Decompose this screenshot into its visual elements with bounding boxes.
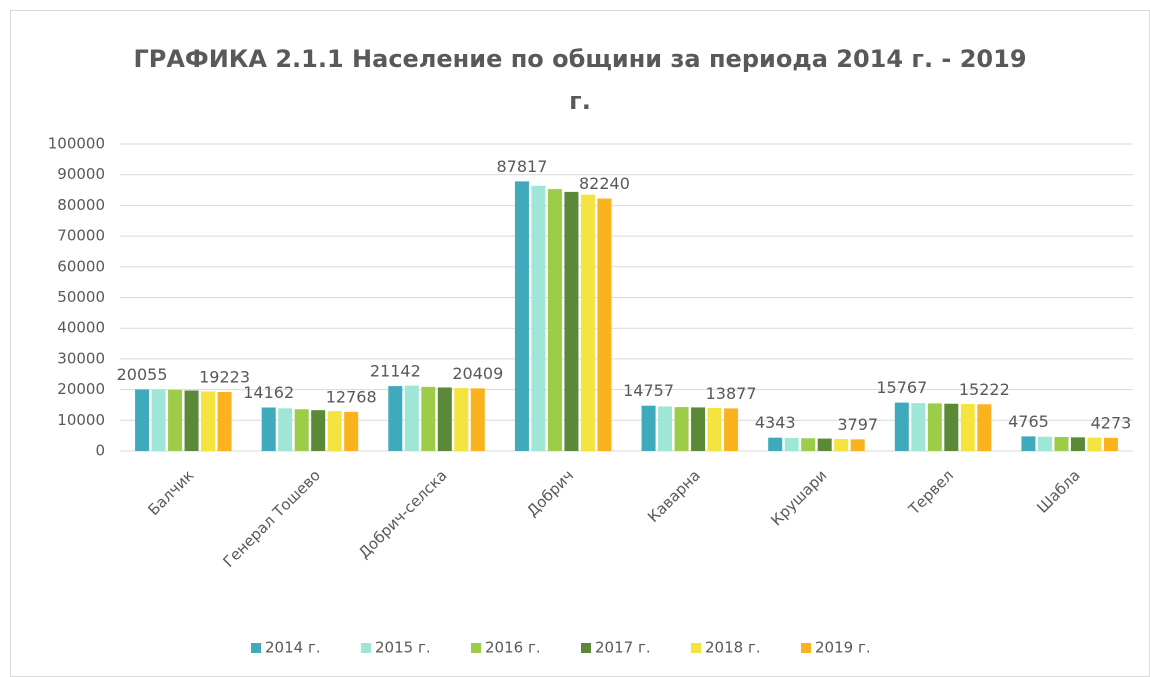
data-label: 4343 <box>755 413 796 432</box>
bar <box>454 388 469 451</box>
data-label: 21142 <box>370 362 421 381</box>
y-tick-label: 40000 <box>57 319 105 337</box>
x-tick-label: Добрич <box>523 466 577 520</box>
bar <box>597 198 612 451</box>
bar <box>294 409 309 451</box>
data-label: 3797 <box>837 415 878 434</box>
y-tick-label: 50000 <box>57 288 105 306</box>
x-tick-label: Генерал Тошево <box>219 466 324 571</box>
bar <box>278 408 293 451</box>
y-tick-label: 20000 <box>57 380 105 398</box>
bar <box>911 403 926 451</box>
legend-swatch <box>801 643 811 653</box>
bar <box>135 389 150 451</box>
legend-swatch <box>691 643 701 653</box>
bar <box>1070 437 1085 451</box>
chart-title: ГРАФИКА 2.1.1 Население по общини за пер… <box>133 45 1027 115</box>
bar <box>927 403 942 451</box>
bar <box>151 389 166 451</box>
bar <box>531 185 546 451</box>
y-tick-label: 60000 <box>57 257 105 275</box>
bar <box>547 189 562 451</box>
x-tick-label: Добрич-селска <box>355 466 451 562</box>
x-tick-label: Шабла <box>1033 466 1083 516</box>
data-label: 14757 <box>623 381 674 400</box>
bar <box>470 388 485 451</box>
bar <box>437 387 452 451</box>
bar <box>894 402 909 451</box>
bar <box>768 437 783 451</box>
data-label: 15222 <box>959 380 1010 399</box>
bar <box>801 438 816 451</box>
bar <box>944 403 959 451</box>
bar <box>1054 437 1069 451</box>
legend-label: 2018 г. <box>705 639 761 657</box>
y-tick-label: 70000 <box>57 227 105 245</box>
bar <box>580 194 595 451</box>
data-label: 20055 <box>117 365 168 384</box>
bar <box>850 439 865 451</box>
bar <box>834 439 849 451</box>
data-label: 20409 <box>452 364 503 383</box>
data-label: 19223 <box>199 367 250 386</box>
bar <box>658 406 673 451</box>
bar <box>184 390 199 451</box>
data-label: 15767 <box>876 378 927 397</box>
legend-label: 2016 г. <box>485 639 541 657</box>
legend-label: 2015 г. <box>375 639 431 657</box>
bar <box>724 408 739 451</box>
y-tick-label: 80000 <box>57 196 105 214</box>
bar <box>404 385 419 451</box>
bar <box>421 386 436 451</box>
bar <box>201 391 216 451</box>
legend-swatch <box>581 643 591 653</box>
data-label: 12768 <box>326 387 377 406</box>
legend-label: 2017 г. <box>595 639 651 657</box>
data-label: 82240 <box>579 174 630 193</box>
data-label: 4273 <box>1091 413 1132 432</box>
y-tick-label: 10000 <box>57 411 105 429</box>
bar <box>977 404 992 451</box>
legend-swatch <box>251 643 261 653</box>
data-label: 13877 <box>706 384 757 403</box>
x-tick-label: Балчик <box>144 466 197 519</box>
y-tick-label: 0 <box>95 442 105 460</box>
bar <box>261 407 276 451</box>
y-tick-label: 90000 <box>57 165 105 183</box>
y-tick-label: 100000 <box>48 135 105 153</box>
legend-swatch <box>361 643 371 653</box>
bar <box>514 181 529 452</box>
data-label: 87817 <box>496 157 547 176</box>
bar <box>1087 437 1102 451</box>
data-label: 14162 <box>243 383 294 402</box>
bar <box>217 391 232 451</box>
bar <box>641 405 656 451</box>
bar <box>784 437 799 451</box>
bar <box>1103 437 1118 451</box>
bar <box>311 410 326 451</box>
x-tick-label: Каварна <box>644 466 704 526</box>
bar <box>960 404 975 451</box>
legend-label: 2014 г. <box>265 639 321 657</box>
bar <box>388 386 403 451</box>
bar <box>1037 436 1052 451</box>
x-tick-label: Крушари <box>767 466 830 529</box>
bar <box>1021 436 1036 451</box>
bar <box>168 389 183 451</box>
legend-label: 2019 г. <box>815 639 871 657</box>
data-label: 4765 <box>1008 412 1049 431</box>
legend-swatch <box>471 643 481 653</box>
bar <box>674 407 689 451</box>
bar <box>564 191 579 451</box>
bar <box>817 438 832 451</box>
bar <box>327 411 342 451</box>
x-tick-label: Тервел <box>904 466 957 519</box>
bar <box>691 407 706 451</box>
y-tick-label: 30000 <box>57 349 105 367</box>
bar <box>344 411 359 451</box>
bar <box>707 408 722 451</box>
